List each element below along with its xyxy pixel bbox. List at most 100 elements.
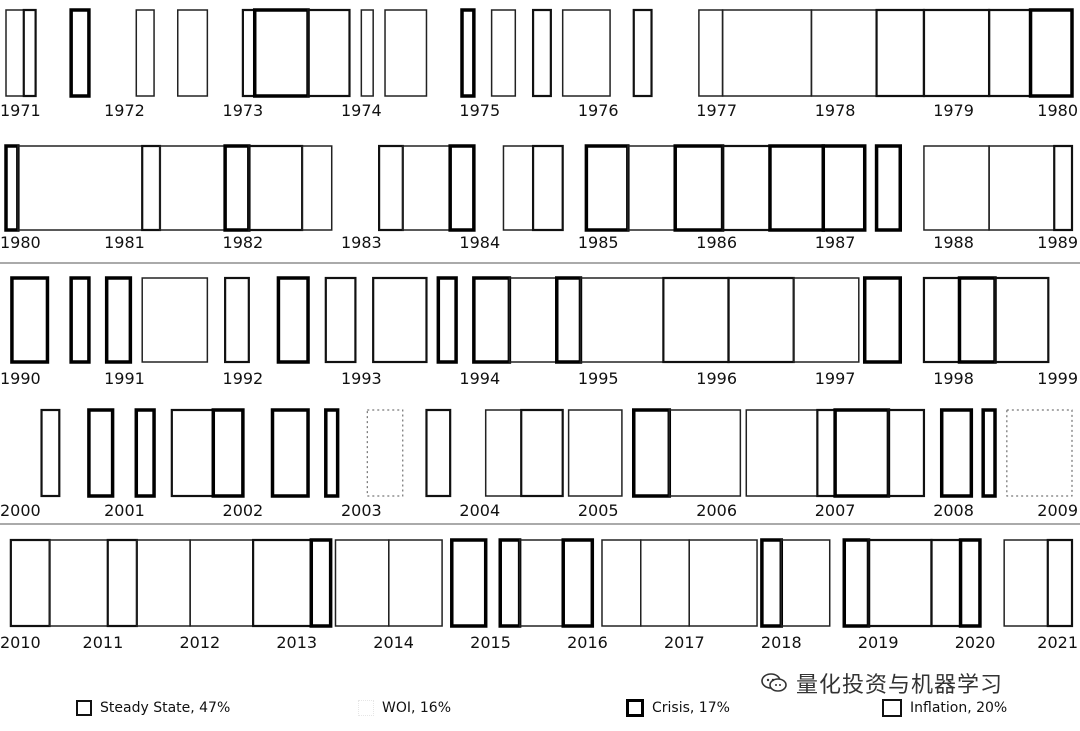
regime-segment-crisis: [498, 538, 522, 628]
regime-segment-crisis: [309, 538, 333, 628]
year-tick-label: 1972: [104, 101, 145, 120]
regime-segment-steady-state: [17, 145, 143, 231]
regime-segment-inflation: [40, 408, 61, 498]
regime-segment-inflation: [922, 276, 961, 364]
regime-segment-inflation: [662, 276, 730, 364]
year-tick-label: 1996: [696, 369, 737, 388]
regime-segment-crisis: [460, 8, 476, 98]
regime-segment-steady-state: [721, 9, 813, 97]
regime-segment-inflation: [531, 8, 552, 98]
regime-segment-crisis: [1028, 8, 1074, 98]
regime-segment-steady-state: [159, 145, 226, 231]
regime-segment-crisis: [4, 144, 20, 232]
regime-segment-inflation: [721, 144, 772, 232]
regime-segment-steady-state: [402, 145, 451, 231]
regime-segment-steady-state: [189, 539, 254, 627]
year-tick-label: 1971: [0, 101, 41, 120]
regime-segment-crisis: [10, 276, 50, 364]
year-tick-label: 1977: [696, 101, 737, 120]
legend-inflation-label: Inflation, 20%: [910, 700, 1008, 716]
regime-segment-inflation: [252, 538, 313, 628]
regime-segment-inflation: [987, 8, 1032, 98]
regime-segment-steady-state: [745, 409, 819, 497]
regime-segment-steady-state: [360, 9, 374, 97]
regime-segment-steady-state: [640, 539, 690, 627]
year-tick-label: 1980: [1037, 101, 1078, 120]
year-tick-label: 1997: [815, 369, 856, 388]
regime-segment-crisis: [584, 144, 630, 232]
regime-segment-steady-state: [176, 9, 209, 97]
regime-segment-crisis: [862, 276, 903, 364]
legend-crisis: Crisis, 17%: [626, 696, 730, 720]
year-tick-label: 1981: [104, 233, 145, 252]
regime-segment-crisis: [555, 276, 583, 364]
year-tick-label: 1989: [1037, 233, 1078, 252]
year-tick-label: 1987: [815, 233, 856, 252]
year-tick-label: 2019: [858, 633, 899, 652]
regime-segment-inflation: [425, 408, 452, 498]
regime-segment-inflation: [247, 144, 304, 232]
regime-segment-crisis: [561, 538, 595, 628]
year-tick-label: 1982: [223, 233, 264, 252]
year-tick-label: 2021: [1037, 633, 1078, 652]
year-tick-label: 2020: [955, 633, 996, 652]
regime-segment-crisis: [436, 276, 458, 364]
year-tick-label: 1993: [341, 369, 382, 388]
year-tick-label: 1979: [933, 101, 974, 120]
year-tick-label: 1988: [933, 233, 974, 252]
regime-segment-crisis: [760, 538, 784, 628]
year-tick-label: 2016: [567, 633, 608, 652]
regime-segment-woi: [366, 409, 404, 497]
regime-segment-steady-state: [141, 277, 209, 363]
regime-segment-inflation: [241, 8, 256, 98]
regime-segment-inflation: [867, 538, 933, 628]
regime-segment-crisis: [768, 144, 826, 232]
regime-segment-steady-state: [698, 9, 724, 97]
regime-segment-inflation: [22, 8, 37, 98]
regime-segment-steady-state: [780, 539, 831, 627]
regime-segment-crisis: [450, 538, 488, 628]
regime-segment-crisis: [270, 408, 310, 498]
steady-state-swatch-icon: [76, 700, 92, 716]
regime-segment-steady-state: [668, 409, 742, 497]
year-tick-label: 2017: [664, 633, 705, 652]
regime-segment-steady-state: [810, 9, 878, 97]
regime-segment-inflation: [632, 8, 653, 98]
year-tick-label: 2001: [104, 501, 145, 520]
regime-segment-crisis: [958, 538, 982, 628]
year-tick-label: 2013: [276, 633, 317, 652]
year-tick-label: 1994: [459, 369, 500, 388]
regime-segment-inflation: [372, 276, 428, 364]
year-tick-label: 1998: [933, 369, 974, 388]
regime-segment-crisis: [448, 144, 476, 232]
year-tick-label: 2006: [696, 501, 737, 520]
regime-segment-inflation: [141, 144, 162, 232]
regime-segment-inflation: [324, 276, 357, 364]
regime-segment-crisis: [939, 408, 974, 498]
regime-segment-inflation: [727, 276, 795, 364]
year-tick-label: 1990: [0, 369, 41, 388]
regime-segment-crisis: [632, 408, 672, 498]
regime-segment-crisis: [223, 144, 251, 232]
regime-segment-steady-state: [136, 539, 191, 627]
year-tick-label: 2014: [373, 633, 414, 652]
year-tick-label: 2010: [0, 633, 41, 652]
regime-segment-inflation: [531, 144, 564, 232]
year-tick-label: 1983: [341, 233, 382, 252]
legend-steady-state-label: Steady State, 47%: [100, 700, 231, 716]
regime-segment-inflation: [106, 538, 138, 628]
year-tick-label: 2011: [83, 633, 124, 652]
year-tick-label: 1980: [0, 233, 41, 252]
regime-segment-steady-state: [508, 277, 558, 363]
regime-segment-inflation: [816, 408, 837, 498]
regime-segment-steady-state: [135, 9, 155, 97]
year-tick-label: 1986: [696, 233, 737, 252]
regime-segment-inflation: [887, 408, 926, 498]
year-tick-label: 2015: [470, 633, 511, 652]
regime-segment-crisis: [957, 276, 997, 364]
year-tick-label: 1975: [459, 101, 500, 120]
regime-segment-crisis: [324, 408, 340, 498]
regime-segment-inflation: [9, 538, 51, 628]
regime-segment-inflation: [224, 276, 250, 364]
regime-segment-steady-state: [627, 145, 676, 231]
